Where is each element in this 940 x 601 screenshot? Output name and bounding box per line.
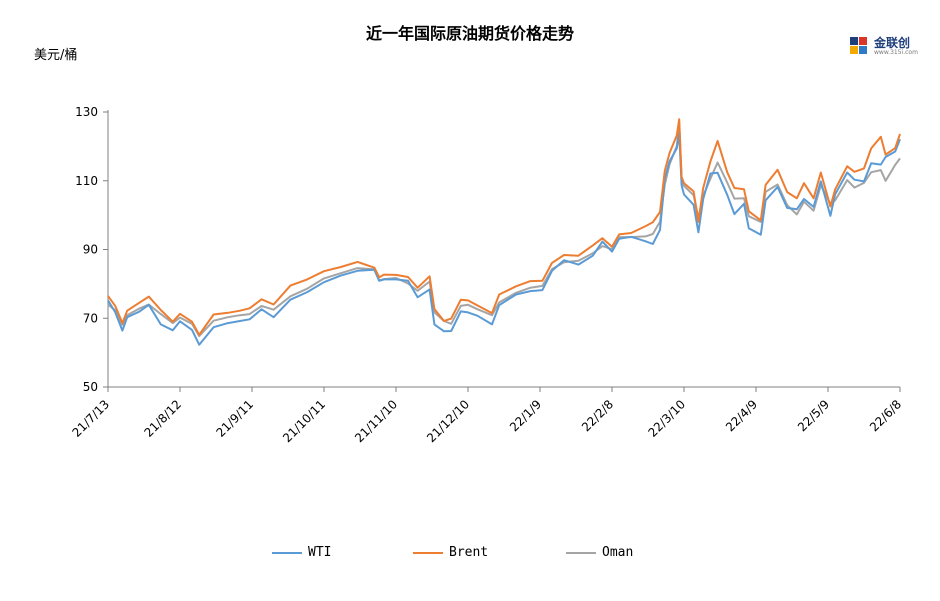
legend-label-oman: Oman bbox=[602, 545, 634, 560]
legend: WTI Brent Oman bbox=[0, 545, 940, 565]
chart-title: 近一年国际原油期货价格走势 bbox=[365, 24, 574, 43]
x-tick-label: 21/11/10 bbox=[352, 397, 400, 445]
series-line-brent bbox=[107, 118, 901, 336]
legend-swatch-brent bbox=[413, 551, 443, 554]
x-tick-label: 22/3/10 bbox=[646, 397, 689, 440]
legend-label-wti: WTI bbox=[308, 545, 332, 560]
y-tick-label: 130 bbox=[75, 105, 98, 119]
x-tick-label: 22/5/9 bbox=[795, 397, 832, 434]
series-line-wti bbox=[107, 132, 901, 346]
x-tick-label: 22/6/8 bbox=[867, 397, 904, 434]
x-tick-label: 22/2/8 bbox=[579, 397, 616, 434]
legend-item-wti: WTI bbox=[272, 545, 331, 560]
axes: 50 70 90 110 130 21/7/13 21/8/12 21/9/11 21/10/1… bbox=[70, 105, 905, 445]
x-tick-label: 22/1/9 bbox=[507, 397, 544, 434]
x-tick-label: 22/4/9 bbox=[723, 397, 760, 434]
logo-text: 金联创 bbox=[874, 36, 911, 50]
series-layer bbox=[107, 118, 901, 346]
legend-label-brent: Brent bbox=[449, 545, 489, 560]
y-tick-label: 110 bbox=[75, 174, 98, 188]
x-tick-label: 21/12/10 bbox=[424, 397, 472, 445]
logo-subtext: www.315i.com bbox=[874, 49, 918, 56]
x-tick-label: 21/7/13 bbox=[70, 397, 113, 440]
y-tick-label: 70 bbox=[83, 311, 98, 325]
series-line-oman bbox=[107, 121, 901, 338]
y-axis-unit-label: 美元/桶 bbox=[34, 48, 78, 63]
brand-logo: 金联创 www.315i.com bbox=[848, 30, 928, 60]
logo-mark-icon bbox=[850, 37, 867, 54]
legend-swatch-wti bbox=[272, 551, 302, 554]
y-tick-label: 50 bbox=[83, 380, 98, 394]
x-tick-label: 21/10/11 bbox=[280, 397, 328, 445]
legend-swatch-oman bbox=[566, 551, 596, 554]
x-tick-label: 21/8/12 bbox=[142, 397, 185, 440]
legend-item-oman: Oman bbox=[566, 545, 633, 560]
x-tick-label: 21/9/11 bbox=[214, 397, 257, 440]
legend-item-brent: Brent bbox=[413, 545, 488, 560]
y-tick-label: 90 bbox=[83, 243, 98, 257]
